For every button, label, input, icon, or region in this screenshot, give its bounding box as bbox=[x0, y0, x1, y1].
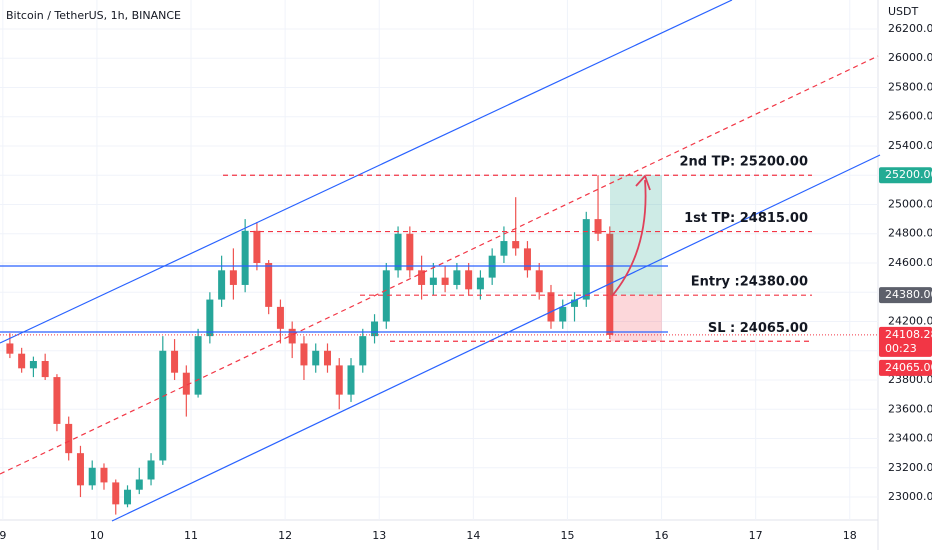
candle-body bbox=[100, 467, 108, 483]
x-tick-label: 14 bbox=[466, 529, 480, 542]
x-tick-label: 12 bbox=[278, 529, 292, 542]
candle-body bbox=[441, 277, 449, 285]
y-tick-label: 23200.00 bbox=[888, 461, 932, 474]
candle-body bbox=[418, 270, 426, 285]
countdown-label: 00:23 bbox=[885, 342, 917, 355]
y-unit: USDT bbox=[888, 5, 919, 18]
candle-body bbox=[265, 262, 273, 307]
candle-body bbox=[171, 350, 179, 373]
candle-body bbox=[253, 230, 261, 263]
candle-body bbox=[559, 306, 567, 322]
level-label: 2nd TP: 25200.00 bbox=[679, 155, 808, 170]
price-tag bbox=[879, 167, 932, 184]
candle-body bbox=[29, 361, 37, 369]
chart-title: Bitcoin / TetherUS, 1h, BINANCE bbox=[6, 9, 181, 22]
candle-body bbox=[182, 372, 190, 395]
x-tick-label: 13 bbox=[372, 529, 386, 542]
x-tick-label: 9 bbox=[0, 529, 6, 542]
candle-body bbox=[488, 255, 496, 278]
x-tick-label: 10 bbox=[90, 529, 104, 542]
x-tick-label: 17 bbox=[749, 529, 763, 542]
channel-lower bbox=[111, 154, 881, 522]
candle-body bbox=[159, 350, 167, 461]
x-tick-label: 18 bbox=[843, 529, 857, 542]
candle-body bbox=[147, 460, 155, 480]
candle-body bbox=[229, 270, 237, 285]
candle-body bbox=[206, 299, 214, 337]
x-tick-label: 16 bbox=[655, 529, 669, 542]
last-price-tag bbox=[879, 326, 932, 357]
channel-upper bbox=[0, 0, 733, 344]
candle-body bbox=[382, 270, 390, 322]
price-tag-label: 24380.00 bbox=[885, 288, 932, 301]
candle-body bbox=[76, 453, 84, 486]
candle-body bbox=[241, 230, 249, 285]
candle-body bbox=[276, 306, 284, 329]
y-tick-label: 24600.00 bbox=[888, 256, 932, 269]
candle-body bbox=[571, 299, 579, 307]
y-tick-label: 23400.00 bbox=[888, 432, 932, 445]
candle-body bbox=[512, 241, 520, 249]
candle-body bbox=[347, 365, 355, 395]
price-tag-label: 24065.00 bbox=[885, 361, 932, 374]
candle-body bbox=[312, 350, 320, 366]
candle-body bbox=[476, 277, 484, 290]
candle-body bbox=[323, 350, 331, 366]
channel-mid bbox=[0, 55, 879, 475]
y-tick-label: 23600.00 bbox=[888, 402, 932, 415]
candle-body bbox=[371, 321, 379, 337]
candle-body bbox=[523, 248, 531, 271]
candle-body bbox=[135, 479, 143, 490]
candle-body bbox=[6, 343, 14, 354]
level-label: Entry :24380.00 bbox=[691, 275, 808, 290]
x-tick-label: 15 bbox=[560, 529, 574, 542]
candle-body bbox=[18, 353, 26, 369]
candle-body bbox=[535, 270, 543, 293]
candle-body bbox=[300, 343, 308, 366]
arrow-head bbox=[635, 174, 651, 191]
candle-body bbox=[429, 277, 437, 285]
candle-body bbox=[65, 423, 73, 454]
stop-zone bbox=[610, 295, 662, 342]
y-tick-label: 26200.00 bbox=[888, 22, 932, 35]
candle-body bbox=[594, 219, 602, 234]
candle-body bbox=[88, 467, 96, 486]
y-tick-label: 25800.00 bbox=[888, 80, 932, 93]
plot bbox=[0, 0, 878, 520]
candle-body bbox=[406, 233, 414, 271]
candle-body bbox=[288, 328, 296, 344]
price-tag bbox=[879, 359, 932, 376]
target-zone bbox=[610, 175, 662, 296]
y-tick-label: 23800.00 bbox=[888, 373, 932, 386]
candle-body bbox=[124, 489, 132, 505]
y-tick-label: 23000.00 bbox=[888, 490, 932, 503]
x-tick-label: 11 bbox=[184, 529, 198, 542]
candle-body bbox=[394, 233, 402, 271]
y-tick-label: 26000.00 bbox=[888, 51, 932, 64]
last-price-label: 24108.28 bbox=[885, 328, 932, 341]
candle-body bbox=[194, 336, 202, 395]
arrow-curve bbox=[611, 179, 647, 297]
candle-body bbox=[465, 270, 473, 290]
y-tick-label: 25000.00 bbox=[888, 197, 932, 210]
level-label: 1st TP: 24815.00 bbox=[684, 211, 808, 226]
candle-body bbox=[41, 361, 49, 378]
candle-body bbox=[547, 292, 555, 322]
candle-body bbox=[112, 482, 120, 505]
candle-body bbox=[359, 336, 367, 366]
price-tag bbox=[879, 287, 932, 304]
candle-body bbox=[218, 270, 226, 300]
candle-body bbox=[453, 270, 461, 285]
y-tick-label: 25400.00 bbox=[888, 139, 932, 152]
candle-body bbox=[582, 219, 590, 300]
candle-body bbox=[335, 365, 343, 395]
level-label: SL : 24065.00 bbox=[708, 321, 808, 336]
price-tag-label: 25200.00 bbox=[885, 168, 932, 181]
candle-body bbox=[53, 377, 61, 424]
y-tick-label: 25600.00 bbox=[888, 110, 932, 123]
candle-body bbox=[500, 241, 508, 256]
y-tick-label: 24200.00 bbox=[888, 315, 932, 328]
y-tick-label: 24800.00 bbox=[888, 227, 932, 240]
